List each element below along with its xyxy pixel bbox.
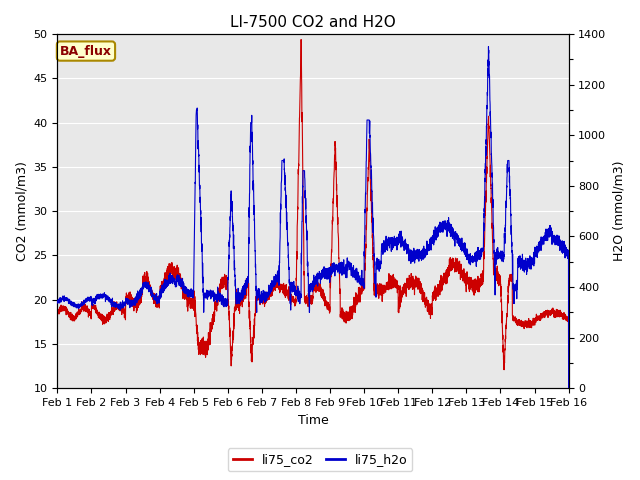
Y-axis label: H2O (mmol/m3): H2O (mmol/m3) <box>612 161 625 262</box>
X-axis label: Time: Time <box>298 414 328 427</box>
Title: LI-7500 CO2 and H2O: LI-7500 CO2 and H2O <box>230 15 396 30</box>
Legend: li75_co2, li75_h2o: li75_co2, li75_h2o <box>228 448 412 471</box>
Y-axis label: CO2 (mmol/m3): CO2 (mmol/m3) <box>15 161 28 261</box>
Text: BA_flux: BA_flux <box>60 45 112 58</box>
